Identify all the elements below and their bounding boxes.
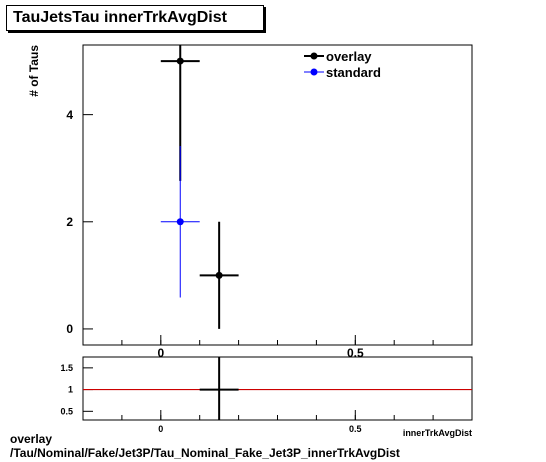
footer-line-2: /Tau/Nominal/Fake/Jet3P/Tau_Nominal_Fake… xyxy=(10,446,400,460)
x-axis-title: innerTrkAvgDist xyxy=(403,428,472,438)
data-point-overlay xyxy=(215,271,223,279)
data-point-overlay xyxy=(176,57,184,65)
y-tick-label: 1.5 xyxy=(60,363,73,373)
x-tick-label: 0 xyxy=(157,346,164,360)
main-plot: 0 0.5 0 2 4 # of Taus xyxy=(27,44,473,360)
legend-marker-overlay xyxy=(310,52,318,60)
footer-line-1: overlay xyxy=(10,432,53,446)
ratio-plot: 0 0.5 0.5 1 1.5 innerTrkAvgDist xyxy=(60,356,473,438)
legend-marker-standard xyxy=(310,68,318,76)
y-tick-label: 1 xyxy=(68,385,73,395)
data-point-standard xyxy=(176,218,184,226)
legend-label-overlay: overlay xyxy=(326,49,372,64)
plot-frame xyxy=(82,44,473,346)
y-tick-label: 0.5 xyxy=(60,406,73,416)
y-tick-label: 4 xyxy=(66,108,73,122)
x-tick-label: 0 xyxy=(158,424,163,434)
y-axis-title: # of Taus xyxy=(27,45,41,97)
x-tick-label: 0.5 xyxy=(347,346,364,360)
y-tick-label: 0 xyxy=(66,322,73,336)
legend-label-standard: standard xyxy=(326,65,381,80)
plot-frame xyxy=(82,356,473,421)
chart-title: TauJetsTau innerTrkAvgDist xyxy=(13,9,227,26)
title-box: TauJetsTau innerTrkAvgDist xyxy=(6,5,264,31)
y-tick-label: 2 xyxy=(66,215,73,229)
x-tick-label: 0.5 xyxy=(349,424,362,434)
